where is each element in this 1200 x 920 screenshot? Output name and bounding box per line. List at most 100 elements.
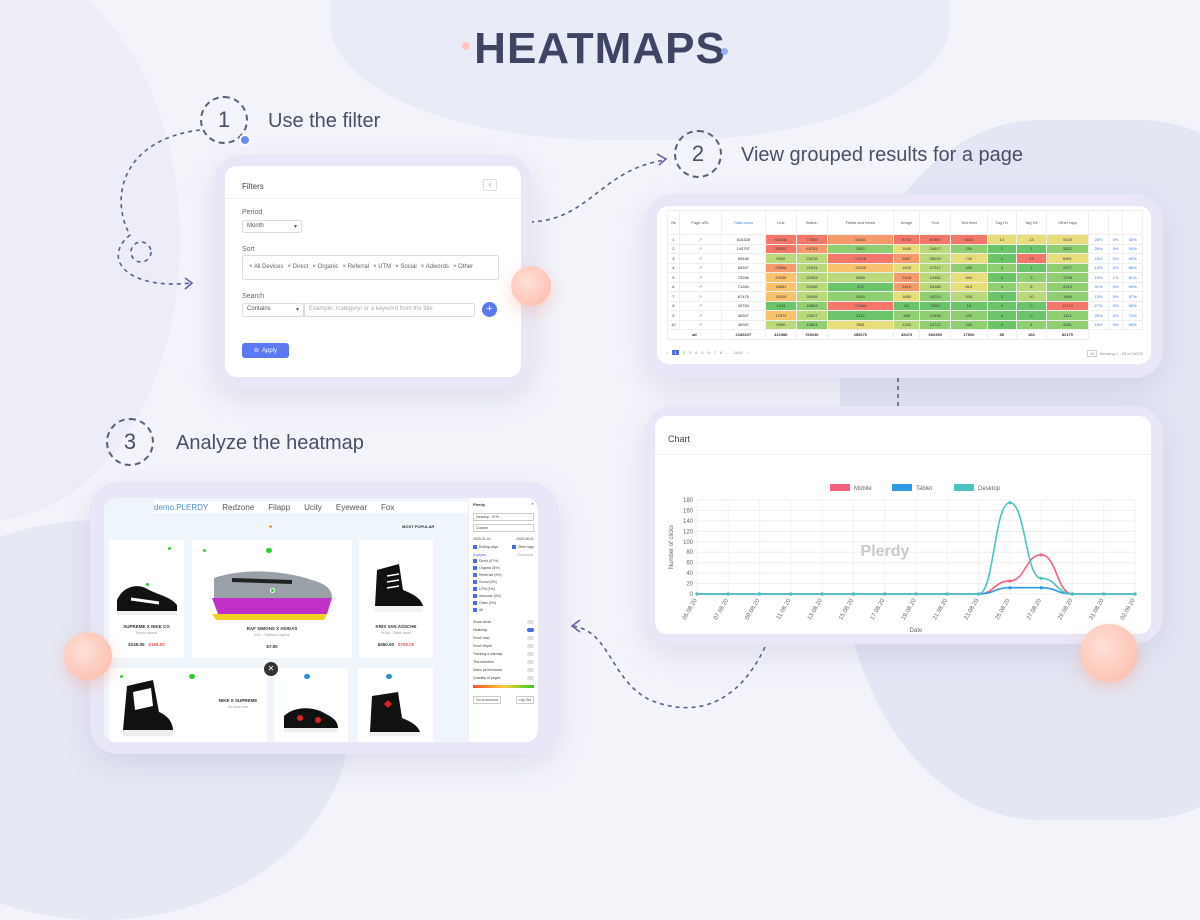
column-header[interactable]: Tag H2 <box>1016 210 1047 235</box>
table-row[interactable]: 4 ↗ 83927 23806 22614 11208 1603 27217 405 3 1 2077… <box>667 262 1143 273</box>
data-point[interactable] <box>1102 592 1106 596</box>
sort-dropdown[interactable]: MOST POPULAR <box>402 524 435 529</box>
sort-tag[interactable]: × Other <box>452 264 474 270</box>
option-checkbox[interactable]: Other tags <box>511 545 534 550</box>
source-checkbox[interactable]: Direct (97%) <box>473 559 504 566</box>
column-header[interactable]: Page URL <box>678 210 722 235</box>
column-header[interactable]: Button <box>795 210 828 235</box>
page-link[interactable]: 4 <box>695 350 698 355</box>
table-row[interactable]: 3 ↗ 89486 9002 23276 17476 2607 28029 730 1 23 6961… <box>667 253 1143 264</box>
go-to-account-button[interactable]: Go to account <box>473 696 501 704</box>
open-url-icon[interactable]: ↗ <box>678 281 722 292</box>
data-point[interactable] <box>1039 553 1043 557</box>
page-link[interactable]: 6 <box>707 350 710 355</box>
column-header[interactable] <box>1122 210 1143 235</box>
table-row[interactable]: 8 ↗ 49784 1244 16803 17484 63 2399 19 0 0 11710 27% 0… <box>667 300 1143 311</box>
close-icon[interactable]: ✕ <box>531 502 534 506</box>
sort-tag[interactable]: × Referral <box>342 264 370 270</box>
search-mode-select[interactable]: Contains ▾ <box>242 303 304 317</box>
data-point[interactable] <box>1039 576 1043 580</box>
nav-item[interactable]: demo.PLERDY <box>154 502 209 512</box>
source-checkbox[interactable]: Other (0%) <box>473 601 504 608</box>
product-card[interactable]: NIKE X SUPREME Air force one <box>109 668 267 742</box>
source-checkbox[interactable]: Social (0%) <box>473 580 504 587</box>
toggle-switch[interactable] <box>527 660 534 664</box>
sort-tags[interactable]: × All Devices × Direct × Organic × Referral… <box>242 255 499 280</box>
column-header[interactable]: Total clicks <box>720 210 766 235</box>
data-point[interactable] <box>976 592 981 596</box>
column-header[interactable]: Text <box>919 210 952 235</box>
column-header[interactable]: Tag H1 <box>986 210 1018 235</box>
data-point[interactable] <box>914 592 918 596</box>
data-point[interactable] <box>851 592 856 596</box>
column-header[interactable]: Fields and forms <box>826 210 894 235</box>
data-point[interactable] <box>789 592 793 596</box>
tab-click-elements[interactable]: Click elem. <box>516 553 534 557</box>
column-header[interactable]: № <box>667 210 680 235</box>
open-url-icon[interactable]: ↗ <box>678 253 722 264</box>
source-checkbox[interactable]: Organic (8%) <box>473 566 504 573</box>
period-select[interactable]: Month ▾ <box>242 220 302 233</box>
data-point[interactable] <box>726 592 730 596</box>
toggle-switch[interactable] <box>527 636 534 640</box>
table-row[interactable]: 7 ↗ 67475 18429 25048 3340 1683 16210 518 2 10 1096… <box>667 291 1143 302</box>
page-link[interactable]: 8 <box>719 350 723 355</box>
toggle-row[interactable]: Quantity of pages <box>469 674 538 682</box>
sort-tag[interactable]: × UTM <box>373 264 392 270</box>
open-url-icon[interactable]: ↗ <box>678 234 722 245</box>
range-select[interactable]: Custom <box>473 524 534 532</box>
logout-button[interactable]: Log Out <box>515 696 534 704</box>
page-link[interactable]: ... <box>726 350 730 355</box>
data-point[interactable] <box>1008 501 1012 505</box>
data-point[interactable] <box>1008 579 1012 583</box>
toggle-row[interactable]: Sales performance <box>469 666 538 674</box>
table-row[interactable]: 5 ↗ 73266 20036 22053 5089 2416 19482 804 2 3 1798 1… <box>667 272 1143 283</box>
collapse-button[interactable]: ‹ <box>483 179 497 191</box>
data-point[interactable] <box>1133 592 1137 596</box>
column-header[interactable]: Text field <box>950 210 988 235</box>
product-card[interactable]: KRIS VAN ASSCHE Hi-top - Black laces $45… <box>359 540 433 658</box>
source-checkbox[interactable]: All <box>473 608 504 615</box>
toggle-row[interactable]: Text selection <box>469 658 538 666</box>
data-point[interactable] <box>1070 592 1075 596</box>
page-link[interactable]: 5 <box>701 350 704 355</box>
toggle-switch[interactable] <box>527 652 534 656</box>
product-card[interactable]: SUPREME X NIKE CO Tennis classic $145.00… <box>109 540 184 658</box>
date-to[interactable]: 2020-08-01 <box>516 537 534 541</box>
table-row[interactable]: 2 ↗ 140797 28034 63703 2542 1695 24617 254 1 1 2822… <box>667 243 1143 254</box>
nav-item[interactable]: Ucity <box>304 502 322 512</box>
sort-tag[interactable]: × Organic <box>312 264 339 270</box>
toggle-row[interactable]: Show clicks <box>469 618 538 626</box>
table-row[interactable]: 1 ↗ 516328 61618 77909 15181 6703 67657 1632 14 13… <box>667 234 1143 245</box>
nav-item[interactable]: Filapp <box>268 502 291 512</box>
column-header[interactable] <box>1088 210 1109 235</box>
data-point[interactable] <box>1008 586 1012 590</box>
page-link[interactable]: 2 <box>682 350 685 355</box>
toggle-switch[interactable] <box>527 644 534 648</box>
open-url-icon[interactable]: ↗ <box>678 310 722 321</box>
product-card[interactable] <box>358 668 433 742</box>
column-header[interactable] <box>1107 210 1124 235</box>
nav-item[interactable]: Redzone <box>222 502 255 512</box>
add-filter-button[interactable]: + <box>482 302 497 317</box>
nav-item[interactable]: Fox <box>380 502 395 512</box>
device-select[interactable]: Desktop - 97% <box>473 513 534 521</box>
search-input[interactable]: Example: /category/ or a keyword from th… <box>304 303 475 317</box>
open-url-icon[interactable]: ↗ <box>678 262 722 273</box>
table-row[interactable]: 10 ↗ 36987 9930 13624 7851 1222 10712 326 0 4 2081 1… <box>667 319 1143 330</box>
column-header[interactable]: Image <box>892 210 921 235</box>
toggle-row[interactable]: Heatmap <box>469 626 538 634</box>
source-checkbox[interactable]: UTM (1%) <box>473 587 504 594</box>
page-link[interactable]: 1410 <box>733 350 743 355</box>
sort-tag[interactable]: × Adwords <box>420 264 449 270</box>
close-icon[interactable]: ✕ <box>264 662 278 676</box>
per-page-select[interactable]: 10 <box>1087 350 1098 357</box>
data-point[interactable] <box>883 592 887 596</box>
open-url-icon[interactable]: ↗ <box>678 291 722 302</box>
sort-tag[interactable]: × Direct <box>287 264 309 270</box>
pagination[interactable]: ‹ 1 2 3 4 5 6 7 8... 1410 › <box>667 350 748 355</box>
page-link[interactable]: 3 <box>688 350 692 355</box>
page-link[interactable]: 7 <box>713 350 716 355</box>
toggle-switch[interactable] <box>527 620 534 624</box>
next-page-icon[interactable]: › <box>746 350 748 355</box>
